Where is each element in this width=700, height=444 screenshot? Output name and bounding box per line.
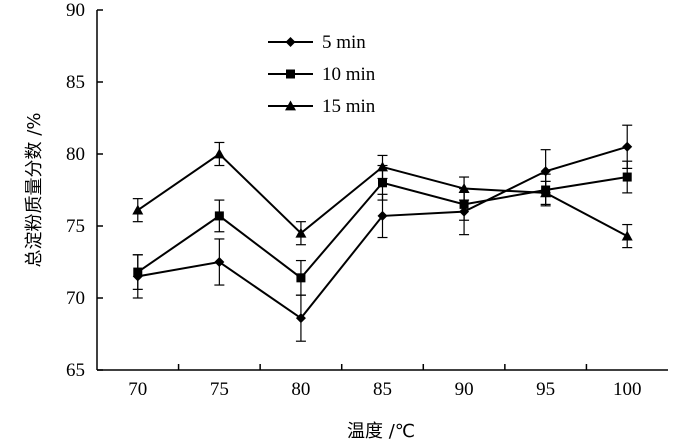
x-axis-title: 温度 /℃ [347,421,415,442]
error-bars [132,124,633,342]
legend-label-10-min: 10 min [322,64,376,85]
y-tick-label: 70 [66,288,85,309]
x-tick-label: 70 [128,379,147,400]
y-tick-label: 65 [66,360,85,381]
x-tick-label: 95 [536,379,555,400]
data-point-15-min [540,187,552,198]
series-markers [132,141,633,324]
data-point-15-min [458,183,470,193]
data-point-5-min [295,313,306,324]
data-point-15-min [377,161,388,172]
y-tick-label: 90 [66,0,85,21]
x-tick-label: 90 [455,379,474,400]
y-tick-label: 85 [66,72,85,93]
legend: 5 min 10 min 15 min [268,32,376,117]
y-tick-label: 80 [66,144,85,165]
data-point-5-min [377,210,388,221]
legend-label-5-min: 5 min [322,32,366,53]
x-tick-label: 75 [210,379,229,400]
legend-marker-15-min [285,100,296,111]
legend-label-15-min: 15 min [322,96,376,117]
data-point-5-min [622,141,633,152]
data-point-5-min [459,206,470,217]
data-point-15-min [621,230,633,241]
data-point-15-min [295,227,307,238]
y-tick-label: 75 [66,216,85,237]
legend-marker-10-min [286,69,295,79]
data-point-10-min [133,267,143,277]
x-tick-label: 100 [613,379,642,400]
data-point-10-min [214,211,224,221]
data-point-15-min [213,148,225,159]
data-point-10-min [378,178,387,188]
data-point-15-min [132,204,144,215]
y-axis-title: 总淀粉质量分数 /% [24,113,45,268]
legend-marker-5-min [285,37,296,47]
data-point-10-min [622,172,632,182]
data-point-10-min [459,199,469,209]
data-point-5-min [540,166,551,177]
x-tick-label: 85 [373,379,392,400]
x-tick-label: 80 [291,379,310,400]
data-point-5-min [214,257,225,267]
data-point-10-min [296,273,306,283]
axes: 65 70 75 80 85 90 70 75 80 85 90 95 100 [66,0,668,400]
